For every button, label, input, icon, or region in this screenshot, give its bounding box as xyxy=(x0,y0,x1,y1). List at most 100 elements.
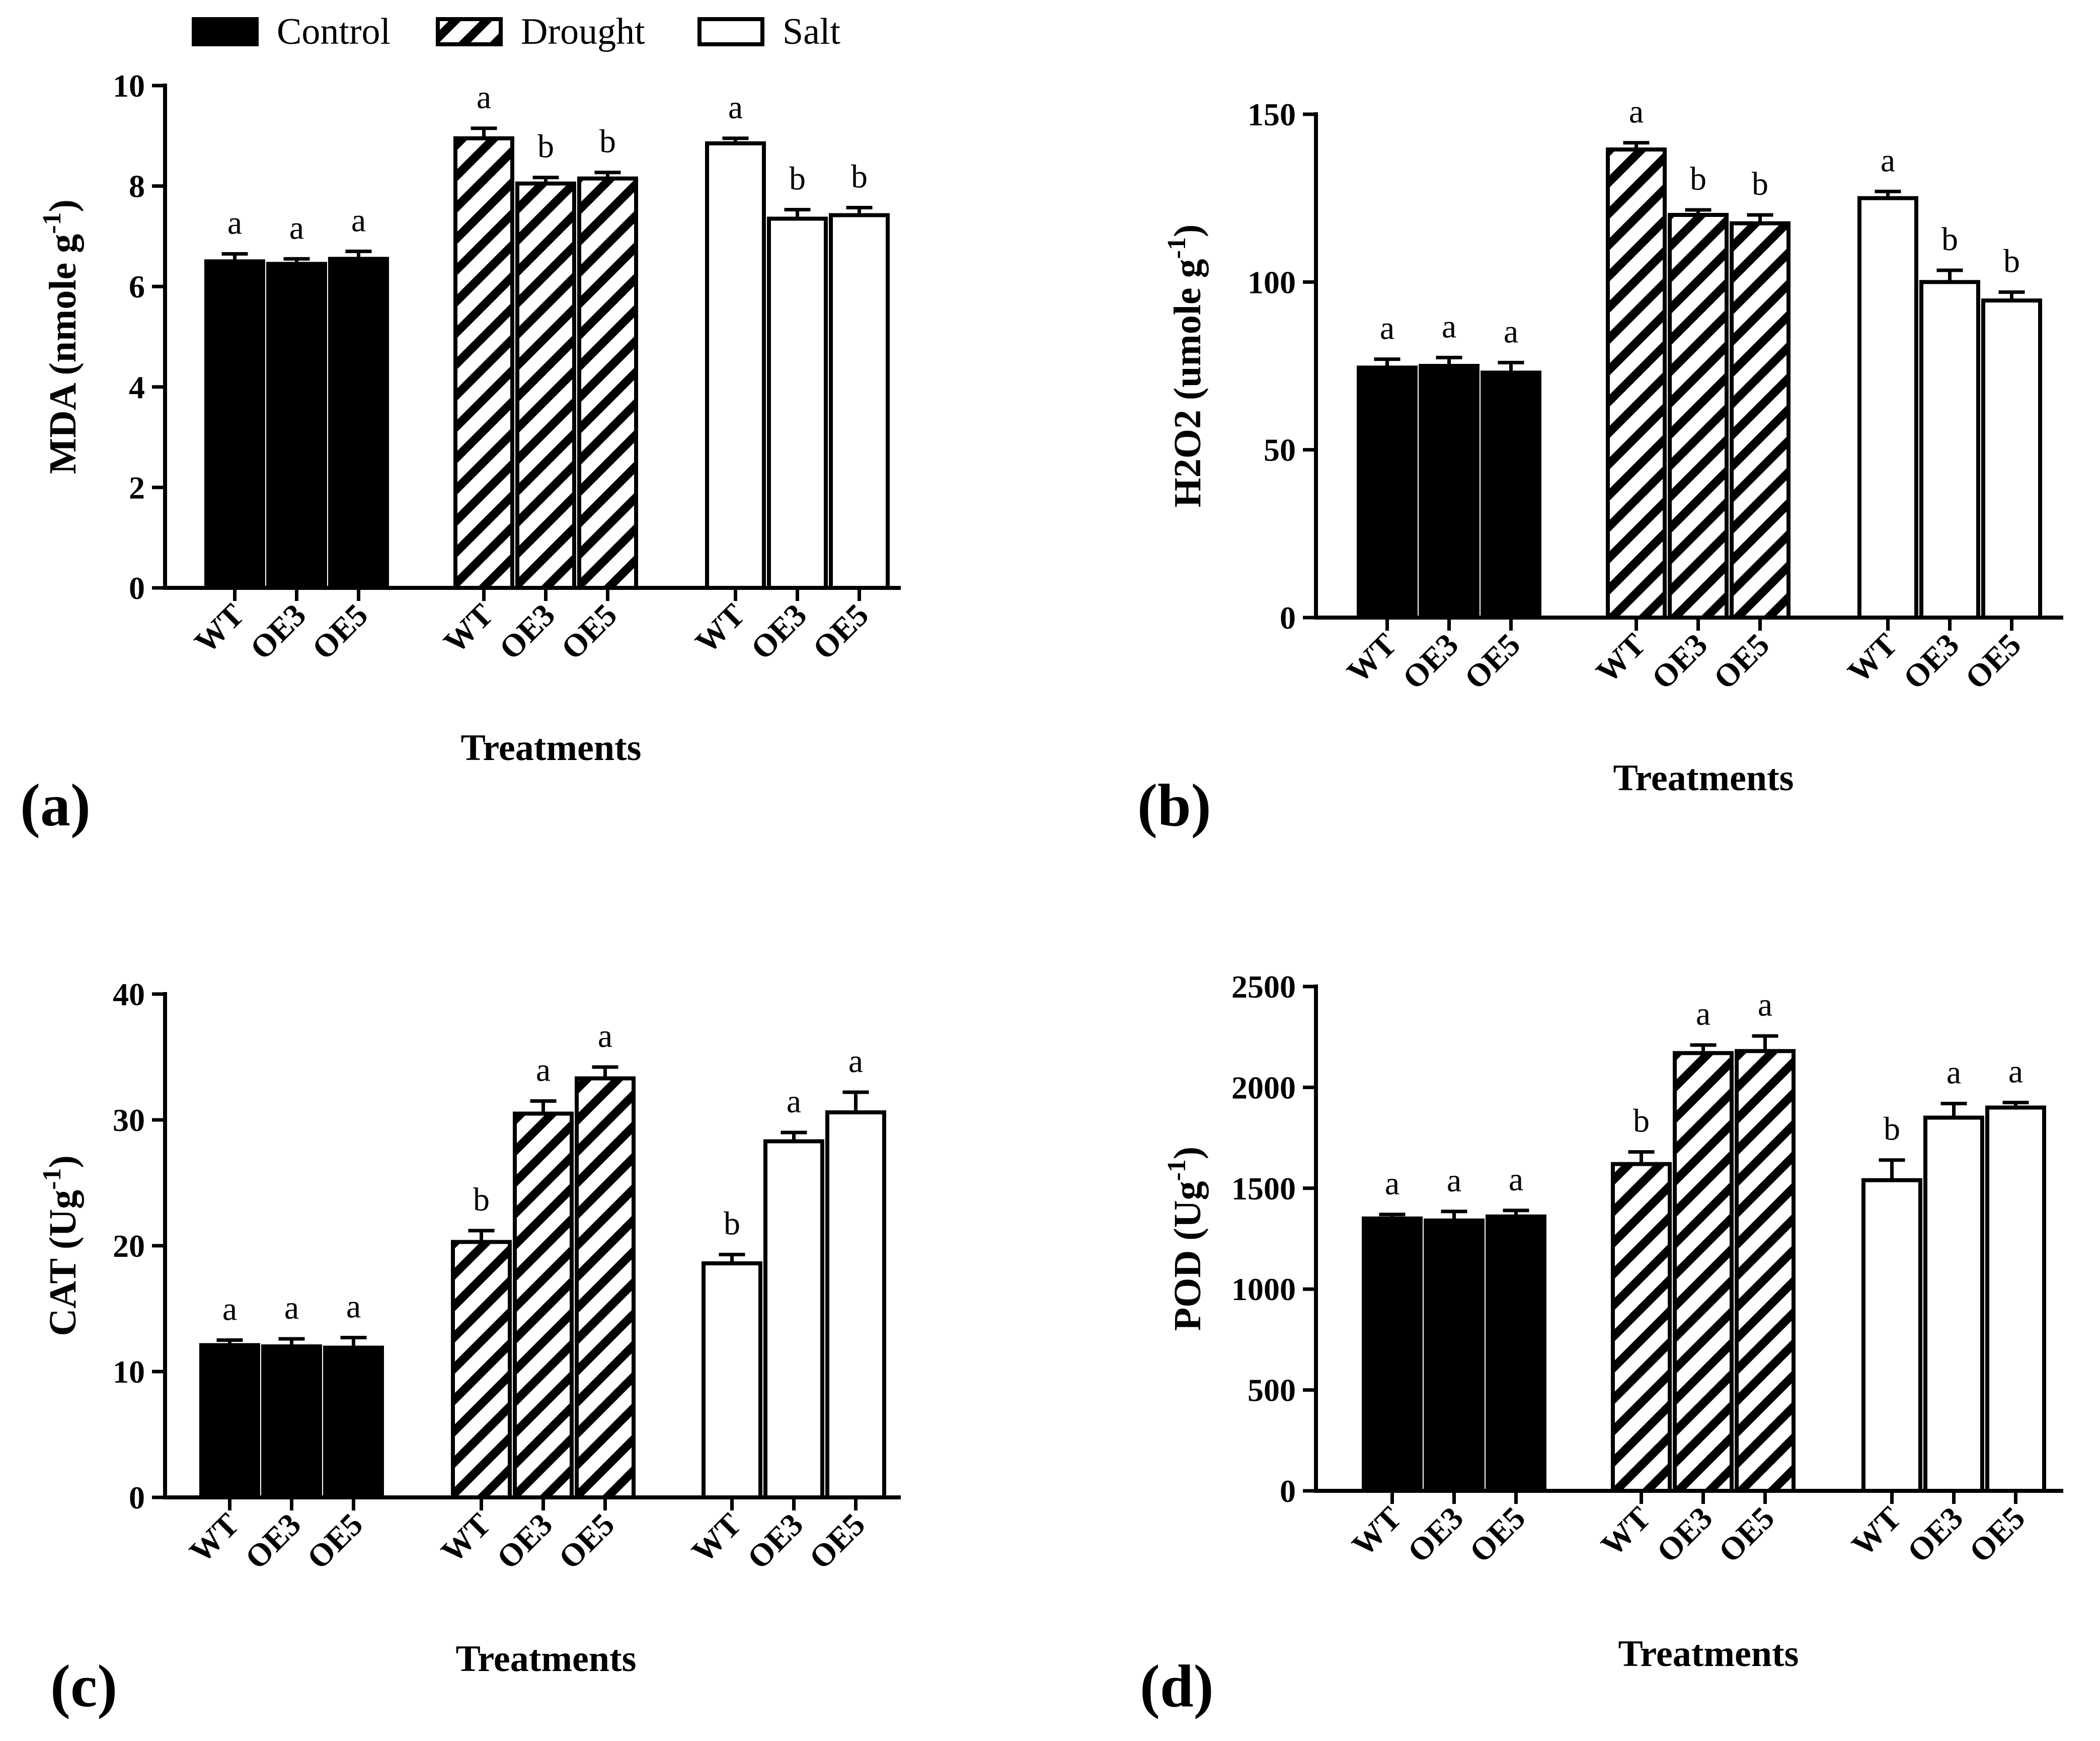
y-axis-title-main: MDA (nmole g xyxy=(42,234,84,474)
x-tick-label: OE3 xyxy=(1896,627,1966,696)
significance-letter: a xyxy=(1696,996,1710,1032)
x-tick-label: OE5 xyxy=(300,1506,369,1576)
bar-control-oe5 xyxy=(328,257,389,590)
x-tick-label: WT xyxy=(685,1506,748,1570)
significance-letter: b xyxy=(537,128,554,165)
y-tick-label: 10 xyxy=(113,68,145,104)
legend: Control Drought Salt xyxy=(192,11,841,52)
legend-label-control: Control xyxy=(277,11,391,52)
bar-salt-wt xyxy=(705,141,766,590)
x-axis-title: Treatments xyxy=(461,727,642,769)
significance-letter: b xyxy=(1752,166,1768,202)
significance-letter: b xyxy=(599,123,616,160)
significance-letter: a xyxy=(227,204,242,241)
x-tick-label: OE5 xyxy=(1962,1500,2032,1569)
bar-salt-oe3 xyxy=(1919,280,1980,620)
significance-letter: a xyxy=(2008,1053,2023,1090)
y-axis-title: POD (Ug-1) xyxy=(1162,1147,1209,1331)
y-tick-label: 6 xyxy=(129,269,145,305)
bar-drought-wt xyxy=(451,1240,512,1499)
x-tick-label: OE5 xyxy=(554,597,624,666)
x-tick-label: WT xyxy=(434,1506,498,1570)
bar-salt-oe5 xyxy=(825,1110,886,1499)
significance-letter: a xyxy=(1881,142,1895,179)
significance-letter: a xyxy=(728,89,743,126)
x-tick-label: OE3 xyxy=(492,597,562,666)
significance-letter: a xyxy=(284,1290,299,1326)
bar-drought-oe3 xyxy=(1673,1051,1734,1493)
y-tick-label: 0 xyxy=(1280,600,1296,636)
chart-panel-a: 0 2 4 6 8 10 MDA (nmole g-1) a WT a OE3 a OE5 a WT b OE3… xyxy=(20,68,901,839)
legend-swatch-salt xyxy=(697,17,764,46)
bar-control-wt xyxy=(1357,365,1418,620)
bar-drought-wt xyxy=(1611,1162,1672,1493)
y-axis-title-main: CAT (Ug xyxy=(42,1190,84,1336)
significance-letter: b xyxy=(473,1181,490,1218)
y-tick-label: 30 xyxy=(113,1102,145,1138)
y-axis-title: MDA (nmole g-1) xyxy=(38,199,84,474)
y-axis-title-sup: -1 xyxy=(38,1168,66,1190)
significance-letter: a xyxy=(1504,313,1518,350)
x-tick-label: OE3 xyxy=(490,1506,559,1576)
significance-letter: a xyxy=(1385,1165,1399,1202)
x-tick-label: OE5 xyxy=(806,597,875,666)
bar-salt-oe3 xyxy=(763,1139,824,1499)
y-axis-title-sup: -1 xyxy=(1162,1159,1191,1181)
significance-letter: a xyxy=(787,1083,801,1120)
legend-label-drought: Drought xyxy=(521,11,645,52)
y-tick-label: 1500 xyxy=(1231,1171,1296,1206)
x-tick-label: WT xyxy=(437,597,500,660)
legend-label-salt: Salt xyxy=(783,11,841,52)
bar-salt-wt xyxy=(1861,1178,1922,1493)
x-tick-label: OE3 xyxy=(243,597,313,666)
significance-letter: a xyxy=(1509,1161,1523,1198)
x-tick-label: OE3 xyxy=(1401,1500,1470,1569)
significance-letter: a xyxy=(346,1289,361,1325)
y-tick-label: 8 xyxy=(129,169,145,204)
x-tick-label: WT xyxy=(1841,627,1904,690)
bar-control-oe3 xyxy=(1419,364,1480,620)
y-axis-title: H2O2 (umole g-1) xyxy=(1162,224,1209,508)
y-axis-title-sup: -1 xyxy=(1162,237,1191,259)
bar-drought-oe5 xyxy=(577,176,638,590)
significance-letter: a xyxy=(1380,310,1394,347)
significance-letter: a xyxy=(598,1018,612,1054)
chart-panel-b: 0 50 100 150 H2O2 (umole g-1) a WT a OE3 a OE5 a WT b… xyxy=(1137,94,2063,839)
bar-control-wt xyxy=(1362,1216,1423,1493)
panel-letter: (b) xyxy=(1137,772,1211,839)
y-tick-label: 150 xyxy=(1248,97,1296,132)
bar-drought-oe3 xyxy=(1668,213,1729,620)
bar-drought-oe3 xyxy=(515,181,576,590)
y-tick-label: 40 xyxy=(113,976,145,1012)
x-tick-label: WT xyxy=(183,1506,246,1570)
y-tick-label: 0 xyxy=(1280,1473,1296,1509)
significance-letter: a xyxy=(1629,94,1644,130)
significance-letter: a xyxy=(1758,987,1772,1023)
x-tick-label: OE3 xyxy=(1645,627,1714,696)
y-tick-label: 2500 xyxy=(1231,969,1296,1005)
y-axis-title-main: H2O2 (umole g xyxy=(1166,259,1209,507)
x-tick-label: WT xyxy=(1340,627,1404,690)
x-tick-label: WT xyxy=(1594,1500,1658,1563)
bar-drought-wt xyxy=(1606,147,1667,620)
significance-letter: b xyxy=(1941,221,1958,258)
y-tick-label: 2 xyxy=(129,470,145,505)
bar-salt-oe5 xyxy=(1981,298,2042,620)
significance-letter: a xyxy=(848,1043,863,1080)
bar-control-oe3 xyxy=(261,1344,322,1499)
bar-control-oe5 xyxy=(1486,1214,1546,1493)
significance-letter: a xyxy=(1442,308,1456,345)
bar-salt-wt xyxy=(702,1261,762,1499)
x-tick-label: OE5 xyxy=(552,1506,621,1576)
x-tick-label: WT xyxy=(1845,1500,1908,1563)
panel-letter: (c) xyxy=(50,1652,117,1719)
significance-letter: b xyxy=(1884,1111,1900,1148)
y-tick-label: 0 xyxy=(129,1480,145,1516)
significance-letter: a xyxy=(289,209,304,246)
bar-drought-oe3 xyxy=(513,1111,574,1499)
x-tick-label: OE5 xyxy=(305,597,374,666)
bar-control-wt xyxy=(199,1343,260,1499)
significance-letter: a xyxy=(222,1291,237,1328)
bar-control-wt xyxy=(204,259,265,590)
